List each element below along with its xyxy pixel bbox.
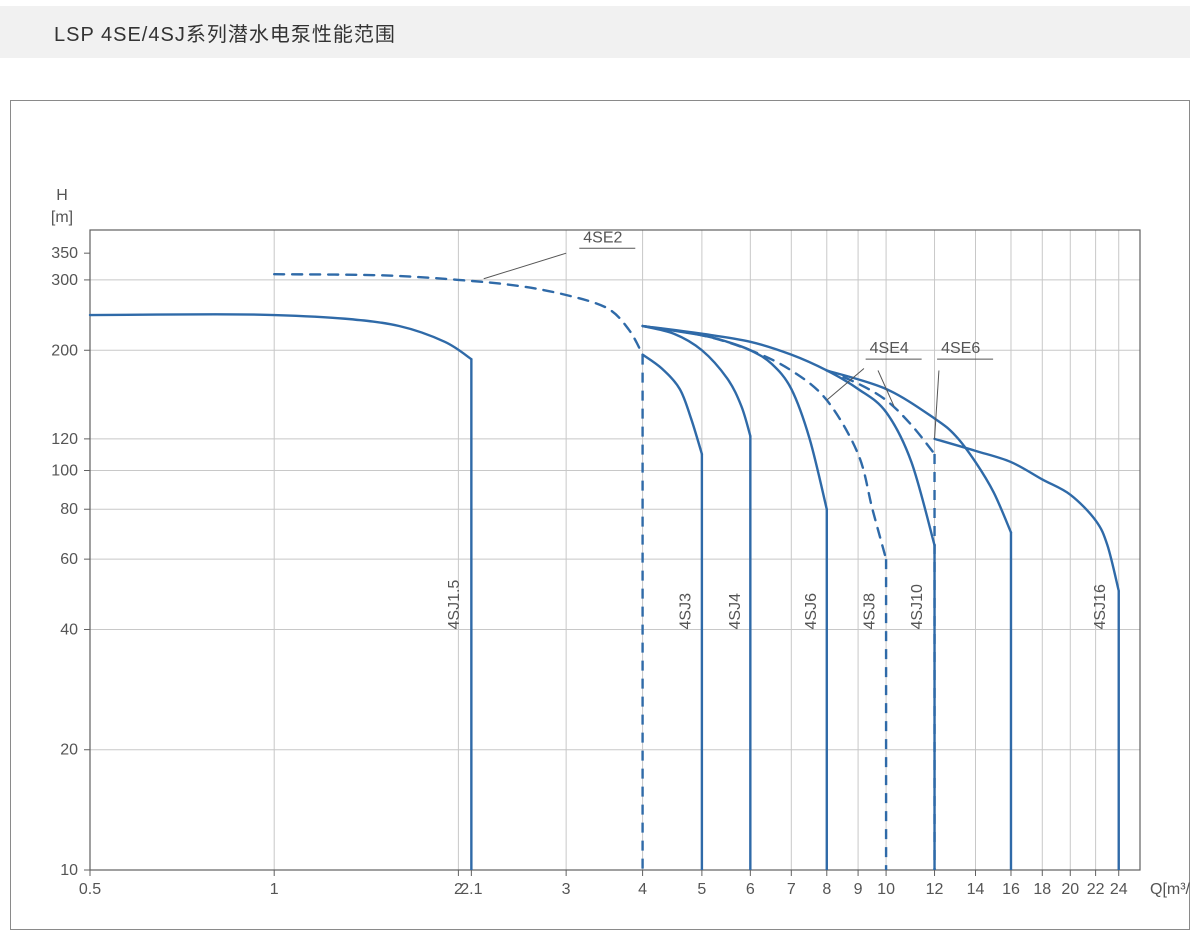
svg-text:60: 60 xyxy=(60,551,78,568)
svg-text:4: 4 xyxy=(638,881,647,898)
svg-text:4SE6: 4SE6 xyxy=(941,340,980,357)
svg-text:80: 80 xyxy=(60,501,78,518)
svg-text:0.5: 0.5 xyxy=(79,881,101,898)
svg-text:4SJ4: 4SJ4 xyxy=(727,593,744,630)
svg-text:5: 5 xyxy=(697,881,706,898)
svg-text:16: 16 xyxy=(1002,881,1020,898)
svg-text:1: 1 xyxy=(270,881,279,898)
svg-text:4SE4: 4SE4 xyxy=(870,340,909,357)
svg-text:4SJ3: 4SJ3 xyxy=(678,593,695,630)
svg-text:20: 20 xyxy=(1061,881,1079,898)
page-title: LSP 4SE/4SJ系列潜水电泵性能范围 xyxy=(54,18,396,47)
svg-text:3: 3 xyxy=(562,881,571,898)
svg-text:12: 12 xyxy=(926,881,944,898)
svg-text:4SJ16: 4SJ16 xyxy=(1092,584,1109,629)
svg-text:8: 8 xyxy=(822,881,831,898)
svg-text:14: 14 xyxy=(967,881,985,898)
svg-text:9: 9 xyxy=(854,881,863,898)
svg-text:200: 200 xyxy=(51,342,78,359)
svg-text:300: 300 xyxy=(51,272,78,289)
svg-text:10: 10 xyxy=(60,862,78,879)
svg-text:10: 10 xyxy=(877,881,895,898)
svg-text:24: 24 xyxy=(1110,881,1128,898)
svg-text:350: 350 xyxy=(51,245,78,262)
svg-text:22: 22 xyxy=(1087,881,1105,898)
svg-text:H: H xyxy=(56,187,68,204)
svg-text:4SJ8: 4SJ8 xyxy=(862,593,879,630)
svg-text:4SJ6: 4SJ6 xyxy=(803,593,820,630)
svg-text:40: 40 xyxy=(60,621,78,638)
svg-text:6: 6 xyxy=(746,881,755,898)
performance-chart: 0.5122.134567891012141618202224Q[m³/h]10… xyxy=(10,100,1190,930)
svg-text:100: 100 xyxy=(51,463,78,480)
svg-text:4SJ10: 4SJ10 xyxy=(909,584,926,629)
svg-text:[m]: [m] xyxy=(51,209,73,226)
svg-text:4SJ1.5: 4SJ1.5 xyxy=(446,580,463,630)
svg-text:18: 18 xyxy=(1033,881,1051,898)
svg-text:4SE2: 4SE2 xyxy=(583,229,622,246)
svg-text:20: 20 xyxy=(60,742,78,759)
svg-text:2.1: 2.1 xyxy=(460,881,482,898)
svg-text:120: 120 xyxy=(51,431,78,448)
svg-text:7: 7 xyxy=(787,881,796,898)
title-bar: LSP 4SE/4SJ系列潜水电泵性能范围 xyxy=(0,6,1190,58)
svg-text:Q[m³/h]: Q[m³/h] xyxy=(1150,881,1190,898)
